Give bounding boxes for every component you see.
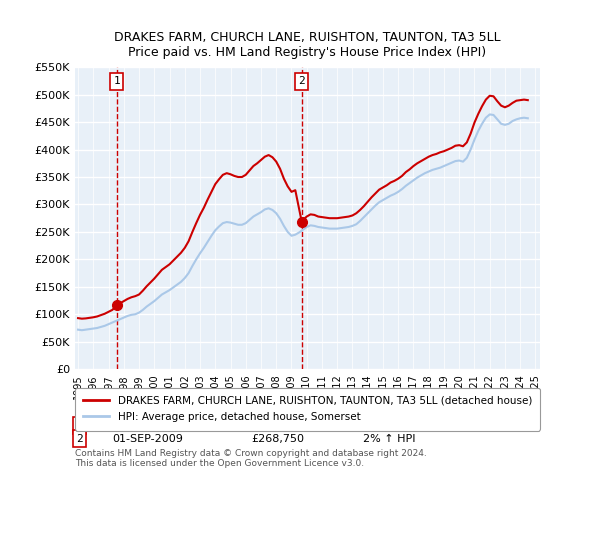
Title: DRAKES FARM, CHURCH LANE, RUISHTON, TAUNTON, TA3 5LL
Price paid vs. HM Land Regi: DRAKES FARM, CHURCH LANE, RUISHTON, TAUN… (114, 31, 501, 59)
Text: Contains HM Land Registry data © Crown copyright and database right 2024.
This d: Contains HM Land Registry data © Crown c… (75, 449, 427, 468)
Text: 24% ↑ HPI: 24% ↑ HPI (364, 421, 423, 431)
Text: £116,000: £116,000 (252, 421, 304, 431)
Text: 2: 2 (76, 434, 83, 444)
Text: 1: 1 (76, 421, 83, 431)
Text: 2: 2 (298, 76, 305, 86)
Text: 01-SEP-2009: 01-SEP-2009 (112, 434, 183, 444)
Legend: DRAKES FARM, CHURCH LANE, RUISHTON, TAUNTON, TA3 5LL (detached house), HPI: Aver: DRAKES FARM, CHURCH LANE, RUISHTON, TAUN… (75, 388, 540, 431)
Text: 14-JUL-1997: 14-JUL-1997 (112, 421, 181, 431)
Text: £268,750: £268,750 (252, 434, 305, 444)
Text: 1: 1 (113, 76, 120, 86)
Text: 2% ↑ HPI: 2% ↑ HPI (364, 434, 416, 444)
